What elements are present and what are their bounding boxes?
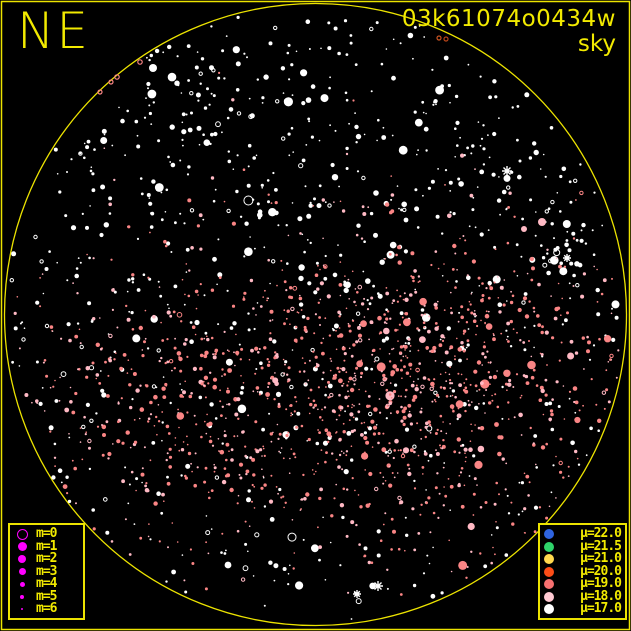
magnitude-symbol-cell [14, 528, 30, 540]
magnitude-symbol-cell [14, 568, 30, 575]
star-field [9, 15, 620, 620]
surface-brightness-legend-item: μ=22.0 [544, 526, 622, 541]
sky-circle [3, 2, 628, 627]
magnitude-legend-label: m=6 [36, 601, 58, 616]
surface-brightness-legend-item: μ=17.0 [544, 601, 622, 616]
magnitude-legend-label: m=4 [36, 576, 58, 591]
magnitude-legend-label: m=0 [36, 526, 58, 541]
surface-brightness-legend-item: μ=21.5 [544, 538, 622, 554]
surface-brightness-legend-label: μ=20.0 [580, 563, 622, 579]
magnitude-legend-item: m=4 [14, 576, 79, 591]
magnitude-symbol [18, 555, 26, 563]
surface-brightness-legend-label: μ=21.5 [580, 538, 622, 554]
magnitude-symbol [18, 568, 26, 575]
magnitude-symbol [16, 528, 28, 540]
surface-brightness-legend-label: μ=17.0 [580, 601, 622, 616]
surface-brightness-legend: μ=22.0 μ=21.5 μ=21.0 μ=20.0 μ=19.0 μ=18.0 μ=17… [538, 523, 627, 620]
magnitude-symbol [20, 594, 24, 599]
magnitude-symbol [20, 607, 24, 611]
surface-brightness-color-dot [544, 566, 554, 577]
magnitude-legend: m=0 m=1 m=2 m=3 m=4 m=5 m=6 [8, 523, 85, 620]
magnitude-legend-item: m=0 [14, 526, 79, 541]
magnitude-legend-item: m=6 [14, 601, 79, 616]
orientation-label: NE [17, 2, 90, 60]
magnitude-symbol-cell [14, 607, 30, 611]
magnitude-legend-label: m=5 [36, 588, 58, 604]
magnitude-legend-item: m=2 [14, 551, 79, 566]
surface-brightness-legend-item: μ=20.0 [544, 563, 622, 579]
surface-brightness-legend-label: μ=21.0 [580, 551, 622, 566]
surface-brightness-legend-item: μ=19.0 [544, 576, 622, 591]
magnitude-legend-item: m=5 [14, 588, 79, 604]
plot-title: 03k61074o0434w [401, 6, 616, 32]
surface-brightness-legend-item: μ=18.0 [544, 588, 622, 604]
surface-brightness-color-dot [544, 554, 554, 564]
surface-brightness-color-dot [544, 529, 554, 539]
magnitude-symbol [19, 581, 25, 587]
magnitude-legend-label: m=1 [36, 538, 58, 554]
magnitude-legend-label: m=3 [36, 563, 58, 579]
surface-brightness-legend-item: μ=21.0 [544, 551, 622, 566]
magnitude-symbol-cell [14, 542, 30, 551]
magnitude-symbol [17, 542, 27, 551]
surface-brightness-color-dot [544, 541, 554, 552]
surface-brightness-legend-label: μ=22.0 [580, 526, 622, 541]
surface-brightness-color-dot [544, 591, 554, 602]
magnitude-legend-item: m=1 [14, 538, 79, 554]
magnitude-symbol-cell [14, 581, 30, 587]
magnitude-symbol-cell [14, 594, 30, 599]
surface-brightness-color-dot [544, 579, 554, 589]
magnitude-legend-item: m=3 [14, 563, 79, 579]
surface-brightness-legend-label: μ=18.0 [580, 588, 622, 604]
magnitude-legend-label: m=2 [36, 551, 58, 566]
surface-brightness-color-dot [544, 604, 554, 614]
surface-brightness-legend-label: μ=19.0 [580, 576, 622, 591]
plot-subtitle: sky [577, 31, 616, 57]
magnitude-symbol-cell [14, 555, 30, 563]
